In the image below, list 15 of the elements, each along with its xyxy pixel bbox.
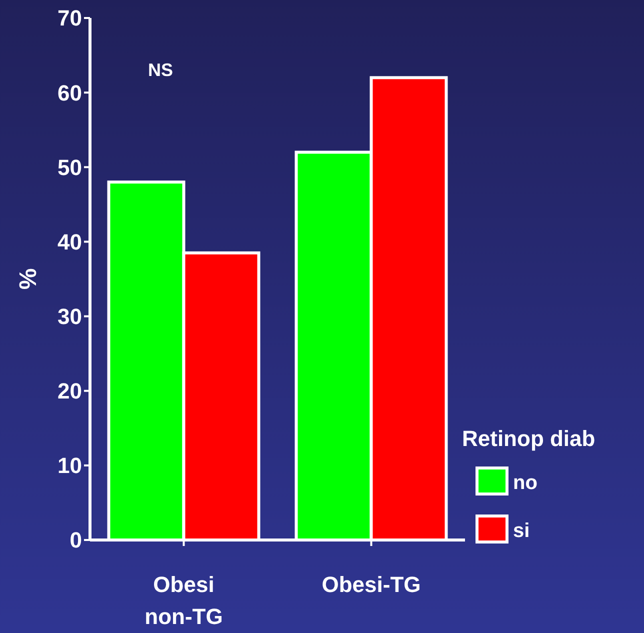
legend-title: Retinop diab xyxy=(462,426,596,451)
annotation: NS xyxy=(148,60,174,80)
y-tick-label: 0 xyxy=(70,528,82,553)
legend-label: no xyxy=(513,472,538,494)
y-tick-label: 60 xyxy=(58,80,82,106)
y-tick-label: 50 xyxy=(58,154,82,180)
y-tick-label: 10 xyxy=(58,453,82,478)
y-axis-title: % xyxy=(15,268,42,290)
y-tick-label: 30 xyxy=(58,304,82,329)
y-tick-label: 70 xyxy=(58,6,82,31)
x-tick-label: Obesi non-TG xyxy=(144,572,223,629)
y-tick-label: 40 xyxy=(58,229,82,254)
y-tick-label: 20 xyxy=(58,378,82,404)
legend-label: si xyxy=(513,520,530,542)
x-tick-label: Obesi-TG xyxy=(322,572,421,597)
